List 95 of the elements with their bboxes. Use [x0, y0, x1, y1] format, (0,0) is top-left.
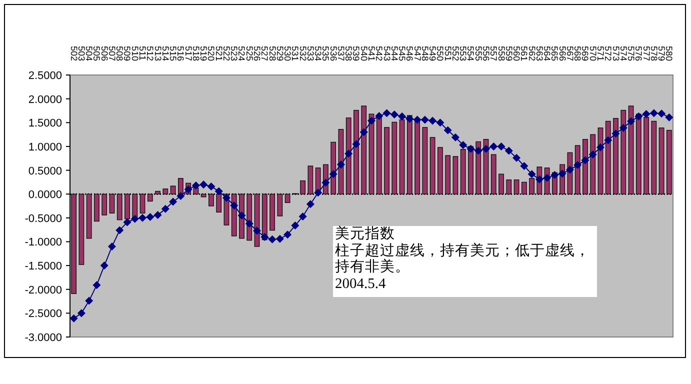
x-tick-label: 522: [221, 46, 232, 62]
x-tick-label: 524: [236, 46, 247, 62]
x-tick-label: 514: [160, 46, 170, 62]
x-tick-label: 515: [168, 46, 178, 62]
x-tick-label: 551: [442, 46, 453, 62]
x-tick-label: 511: [138, 46, 148, 60]
x-tick-label: 553: [458, 46, 468, 62]
x-tick-label: 516: [176, 46, 186, 62]
x-tick-label: 519: [198, 46, 209, 62]
x-tick-label: 504: [84, 46, 94, 62]
x-tick-label: 546: [404, 46, 415, 62]
x-tick-label: 502: [68, 46, 79, 62]
y-tick-label: -0.5000: [24, 212, 62, 225]
x-tick-label: 578: [648, 46, 659, 62]
x-tick-label: 572: [603, 46, 614, 62]
x-tick-label: 534: [313, 46, 324, 62]
x-tick-label: 508: [114, 46, 125, 62]
x-tick-label: 544: [389, 46, 400, 62]
x-tick-label: 526: [252, 46, 262, 62]
x-tick-label: 570: [588, 46, 598, 62]
x-tick-label: 507: [106, 46, 117, 62]
x-tick-label: 531: [290, 46, 300, 62]
x-tick-label: 574: [618, 46, 628, 62]
annotation: 美元指数: [335, 226, 396, 242]
x-tick-label: 520: [206, 46, 216, 62]
x-tick-label: 540: [358, 46, 369, 62]
x-tick-label: 539: [351, 46, 362, 62]
annotation: 2004.5.4: [335, 276, 387, 292]
x-tick-label: 525: [244, 46, 254, 62]
x-tick-label: 566: [557, 46, 568, 62]
x-tick-label: 505: [92, 46, 102, 62]
x-tick-label: 573: [610, 46, 621, 62]
x-tick-label: 536: [328, 46, 338, 62]
x-tick-label: 521: [214, 46, 224, 62]
x-tick-label: 579: [656, 46, 667, 62]
x-tick-label: 510: [130, 46, 140, 62]
x-tick-label: 537: [336, 46, 346, 62]
y-tick-label: -3.0000: [24, 332, 62, 344]
y-tick-label: 2.5000: [28, 70, 62, 82]
y-tick-label: 0.5000: [28, 165, 62, 178]
x-tick-label: 532: [298, 46, 308, 62]
x-tick-label: 523: [229, 46, 240, 62]
x-tick-label: 512: [145, 46, 156, 62]
x-tick-label: 529: [274, 46, 285, 62]
x-tick-label: 564: [542, 46, 552, 62]
y-tick-label: -1.0000: [24, 236, 62, 249]
x-tick-label: 565: [550, 46, 560, 62]
x-tick-label: 509: [122, 46, 132, 62]
x-tick-label: 535: [320, 46, 331, 62]
x-tick-label: 563: [534, 46, 544, 62]
x-tick-label: 555: [473, 46, 484, 62]
x-tick-label: 550: [435, 46, 446, 62]
x-tick-label: 569: [580, 46, 590, 62]
y-tick-label: -2.5000: [24, 308, 62, 320]
x-tick-label: 542: [374, 46, 384, 62]
x-tick-label: 554: [466, 46, 476, 62]
x-tick-label: 547: [412, 46, 422, 62]
y-tick-label: 1.0000: [28, 141, 62, 154]
x-tick-label: 575: [626, 46, 636, 62]
y-tick-label: -2.0000: [24, 284, 62, 296]
x-tick-label: 568: [572, 46, 583, 62]
x-tick-label: 556: [480, 46, 491, 62]
x-tick-label: 577: [641, 46, 652, 62]
x-tick-label: 527: [260, 46, 270, 62]
annotation-box: 美元指数 柱子超过虚线，持有美元；低于虚线，持有非美。 2004.5.4: [333, 226, 597, 297]
x-tick-label: 580: [664, 46, 674, 62]
x-tick-label: 557: [488, 46, 499, 62]
x-tick-label: 549: [428, 46, 438, 62]
x-tick-label: 538: [344, 46, 354, 62]
x-tick-label: 558: [496, 46, 506, 62]
y-tick-label: 0.0000: [28, 189, 62, 202]
annotation: 柱子超过虚线，持有美元；低于虚线，持有非美。: [335, 242, 591, 276]
x-tick-label: 562: [526, 46, 537, 62]
x-tick-label: 559: [504, 46, 514, 62]
x-tick-label: 545: [397, 46, 408, 62]
x-tick-label: 530: [282, 46, 293, 62]
y-tick-label: 2.0000: [28, 94, 62, 106]
x-tick-label: 528: [267, 46, 278, 62]
x-tick-label: 541: [366, 46, 376, 62]
x-tick-label: 552: [450, 46, 460, 62]
x-tick-label: 571: [595, 46, 606, 62]
x-tick-label: 503: [76, 46, 86, 62]
x-tick-label: 533: [305, 46, 316, 62]
x-tick-label: 576: [634, 46, 644, 62]
y-tick-label: 1.5000: [28, 118, 62, 130]
x-tick-label: 543: [382, 46, 392, 62]
y-tick-label: -1.5000: [24, 260, 62, 273]
x-tick-label: 517: [183, 46, 194, 62]
x-tick-label: 567: [564, 46, 575, 62]
x-tick-label: 518: [190, 46, 201, 62]
x-tick-label: 506: [99, 46, 110, 62]
x-tick-label: 560: [512, 46, 522, 62]
x-tick-label: 513: [152, 46, 163, 62]
x-tick-label: 548: [420, 46, 430, 62]
x-tick-label: 561: [519, 46, 530, 62]
